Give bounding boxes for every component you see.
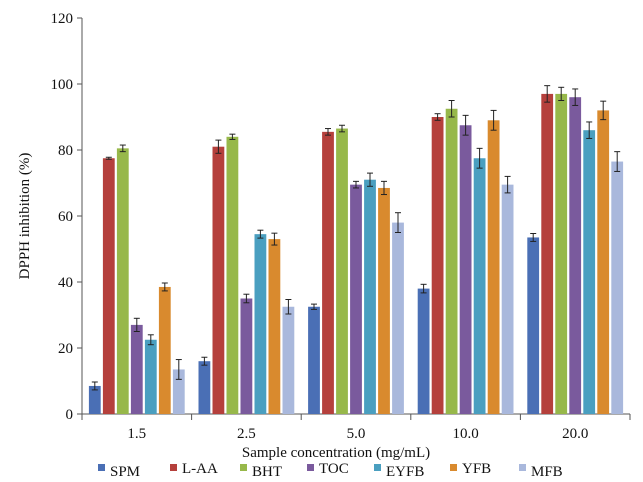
bar xyxy=(378,187,390,414)
y-axis-ticks: 0 20 40 60 80 100 120 xyxy=(51,11,82,423)
bar xyxy=(322,131,334,414)
legend-label: TOC xyxy=(319,461,349,477)
y-axis-title: DPPH inhibition (%) xyxy=(17,153,33,280)
bar xyxy=(158,286,171,414)
bar xyxy=(569,97,582,414)
legend-label: BHT xyxy=(252,464,282,480)
bar xyxy=(144,339,157,414)
bar xyxy=(240,298,253,414)
y-tick-label: 80 xyxy=(58,143,73,159)
y-tick-label: 0 xyxy=(66,407,74,423)
bar xyxy=(597,110,610,415)
bar xyxy=(268,239,281,414)
legend-swatch xyxy=(240,464,247,471)
bar xyxy=(527,237,540,414)
y-tick-label: 60 xyxy=(58,209,73,225)
legend-swatch xyxy=(98,464,105,471)
legend-label: EYFB xyxy=(386,464,424,480)
legend-swatch xyxy=(519,464,526,471)
bar xyxy=(198,361,211,414)
bar xyxy=(611,161,624,414)
bar xyxy=(364,179,376,414)
x-tick-label: 1.5 xyxy=(127,426,146,442)
x-axis-title: Sample concentration (mg/mL) xyxy=(242,445,430,461)
bar xyxy=(417,288,430,414)
bar xyxy=(459,125,472,414)
bar xyxy=(336,128,348,415)
plot-area xyxy=(81,18,630,415)
bar xyxy=(392,222,404,414)
x-axis-ticks: 1.5 2.5 5.0 10.0 20.0 xyxy=(81,414,631,442)
y-tick-label: 40 xyxy=(58,275,73,291)
legend-label: L-AA xyxy=(182,461,218,477)
bar xyxy=(308,306,320,414)
legend-swatch xyxy=(170,464,177,471)
bar xyxy=(583,130,596,414)
bar xyxy=(102,158,115,414)
y-tick-label: 100 xyxy=(51,77,74,93)
legend-swatch xyxy=(450,464,457,471)
bar xyxy=(254,234,267,414)
x-tick-label: 5.0 xyxy=(347,426,366,442)
x-tick-label: 10.0 xyxy=(452,426,478,442)
bar xyxy=(116,148,129,414)
bar xyxy=(226,136,239,415)
y-tick-label: 20 xyxy=(58,341,73,357)
legend-swatch xyxy=(307,464,314,471)
bar xyxy=(130,324,143,414)
x-tick-label: 20.0 xyxy=(562,426,588,442)
legend-label: YFB xyxy=(462,461,491,477)
bar xyxy=(541,93,554,415)
bar xyxy=(487,120,500,415)
bar xyxy=(172,369,185,414)
legend-label: MFB xyxy=(531,464,563,480)
bar xyxy=(473,158,486,414)
bar xyxy=(445,108,458,414)
bar xyxy=(282,306,295,414)
bar xyxy=(350,184,362,414)
legend-swatch xyxy=(374,464,381,471)
legend: SPM L-AA BHT TOC EYFB YFB MFB xyxy=(98,461,563,480)
bar xyxy=(212,146,225,414)
x-tick-label: 2.5 xyxy=(237,426,256,442)
y-tick-label: 120 xyxy=(51,11,74,27)
legend-label: SPM xyxy=(110,464,140,480)
bar xyxy=(88,385,101,414)
bar xyxy=(431,117,444,414)
bar xyxy=(501,184,514,414)
bar xyxy=(555,93,568,415)
